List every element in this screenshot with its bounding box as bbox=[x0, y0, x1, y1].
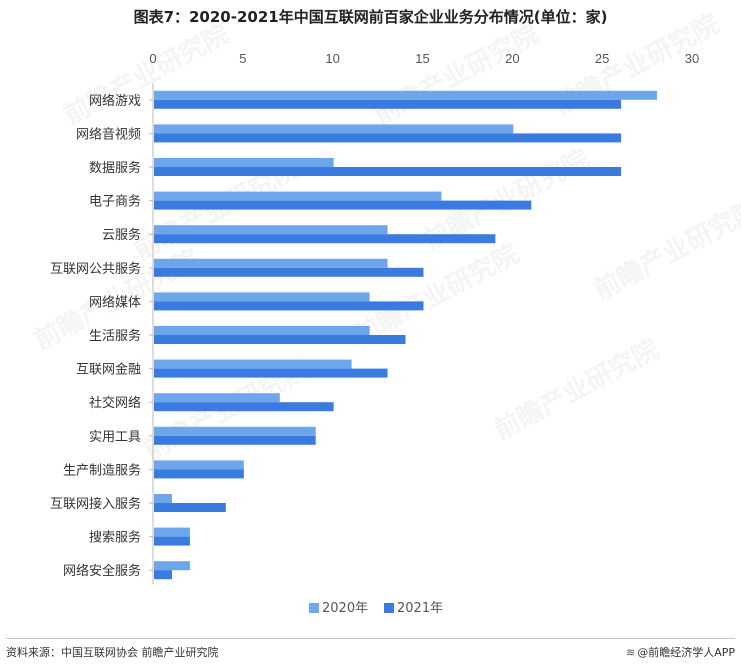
footer: 资料来源：中国互联网协会 前瞻产业研究院 ≋ @前瞻经济学人APP bbox=[0, 638, 741, 662]
legend-label: 2021年 bbox=[397, 601, 443, 616]
bar-2021 bbox=[154, 435, 316, 445]
brand-text: @前瞻经济学人APP bbox=[637, 646, 735, 659]
category-label: 互联网接入服务 bbox=[50, 496, 141, 512]
chart-title: 图表7：2020-2021年中国互联网前百家企业业务分布情况(单位：家) bbox=[133, 8, 608, 26]
category-label: 生产制造服务 bbox=[63, 462, 141, 478]
category-label: 云服务 bbox=[102, 227, 141, 243]
bar-2020 bbox=[154, 426, 316, 436]
bar-2020 bbox=[154, 225, 388, 235]
bar-2021 bbox=[154, 234, 496, 244]
bar-2021 bbox=[154, 469, 244, 479]
category-label: 网络游戏 bbox=[89, 93, 141, 109]
category-label: 互联网金融 bbox=[76, 362, 141, 378]
bar-2021 bbox=[154, 368, 388, 378]
bar-2021 bbox=[154, 99, 622, 109]
x-tick-label: 5 bbox=[239, 51, 246, 66]
wave-logo-icon: ≋ bbox=[625, 646, 636, 659]
bar-2020 bbox=[154, 561, 190, 571]
bar-2021 bbox=[154, 402, 334, 412]
bar-2020 bbox=[154, 494, 172, 503]
bar-2021 bbox=[154, 200, 532, 210]
category-label: 社交网络 bbox=[89, 395, 141, 411]
x-tick-label: 30 bbox=[685, 51, 699, 66]
category-label: 实用工具 bbox=[89, 430, 141, 445]
watermark-text: 前瞻产业研究院 bbox=[59, 18, 234, 131]
source-text: 资料来源：中国互联网协会 前瞻产业研究院 bbox=[6, 646, 219, 659]
bar-2020 bbox=[154, 158, 334, 167]
bar-2020 bbox=[154, 393, 280, 403]
legend-swatch bbox=[309, 603, 319, 613]
watermark-text: 前瞻产业研究院 bbox=[589, 193, 741, 306]
category-label: 网络安全服务 bbox=[63, 563, 141, 579]
bar-2020 bbox=[154, 292, 370, 302]
x-tick-label: 15 bbox=[415, 51, 429, 66]
bar-2021 bbox=[154, 267, 424, 277]
x-tick-label: 10 bbox=[325, 51, 339, 66]
legend-swatch bbox=[384, 603, 394, 613]
bar-2020 bbox=[154, 191, 442, 201]
watermark-text: 前瞻产业研究院 bbox=[489, 333, 664, 446]
watermark-text: 前瞻产业研究院 bbox=[349, 238, 524, 351]
category-label: 搜索服务 bbox=[89, 530, 141, 546]
bar-2021 bbox=[154, 301, 424, 311]
brand-credit: ≋ @前瞻经济学人APP bbox=[626, 644, 735, 660]
bar-2021 bbox=[154, 335, 406, 344]
bar-2021 bbox=[154, 167, 622, 176]
bar-2020 bbox=[154, 326, 370, 335]
category-label: 生活服务 bbox=[89, 328, 141, 344]
x-tick-label: 25 bbox=[595, 51, 609, 66]
bar-2021 bbox=[154, 133, 622, 143]
category-label: 互联网公共服务 bbox=[50, 261, 141, 277]
category-label: 电子商务 bbox=[89, 194, 141, 210]
bar-2021 bbox=[154, 570, 172, 580]
category-label: 数据服务 bbox=[89, 160, 141, 176]
bar-2020 bbox=[154, 124, 514, 134]
legend-label: 2020年 bbox=[322, 601, 368, 616]
bar-2020 bbox=[154, 460, 244, 470]
x-tick-label: 0 bbox=[149, 51, 156, 66]
bar-2020 bbox=[154, 258, 388, 268]
bar-2021 bbox=[154, 536, 190, 546]
bar-2020 bbox=[154, 359, 352, 369]
bar-2020 bbox=[154, 90, 658, 100]
bar-2020 bbox=[154, 527, 190, 537]
x-tick-label: 20 bbox=[505, 51, 519, 66]
category-label: 网络音视频 bbox=[76, 126, 141, 142]
watermark-text: 前瞻产业研究院 bbox=[369, 18, 544, 131]
category-label: 网络媒体 bbox=[89, 294, 141, 310]
bar-2021 bbox=[154, 503, 226, 512]
footer-divider bbox=[6, 638, 735, 639]
